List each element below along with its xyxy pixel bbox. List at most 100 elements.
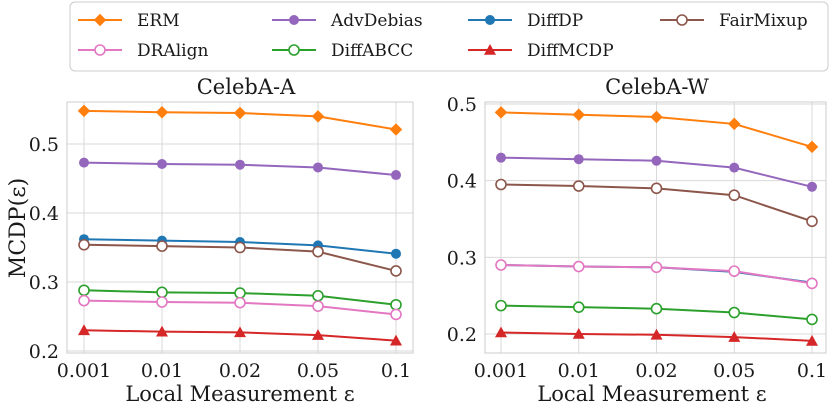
data-point [155,106,169,119]
data-point [156,296,168,308]
data-point [573,154,584,165]
data-point [806,277,818,290]
data-point [78,294,90,307]
data-point [807,181,817,192]
data-point [650,182,663,195]
data-point [157,159,167,170]
data-point [806,215,818,228]
legend-label: FairMixup [719,11,808,31]
panel-title: CelebA-A [197,75,296,99]
series-erm [494,106,819,154]
legend-marker [485,15,495,25]
data-point [312,289,324,302]
data-point [390,308,402,321]
x-tick-label: 0.02 [219,360,261,382]
data-point [78,238,90,251]
legend-entry-advdebias: AdvDebias [272,11,423,31]
legend-entry-diffabcc: DiffABCC [272,41,413,61]
series-advdebias [496,152,817,192]
data-point [572,108,585,121]
legend-label: DiffABCC [331,41,413,61]
x-tick-label: 0.05 [297,360,339,382]
data-point [234,287,246,299]
plot-frame [66,101,414,354]
data-point [313,162,323,173]
series-diffmcdp [78,324,402,346]
data-point [494,106,508,119]
data-point [495,326,507,338]
y-tick-label: 0.5 [447,94,477,116]
x-tick-label: 0.01 [141,360,183,382]
data-point [391,248,401,259]
legend-entry-erm: ERM [78,11,180,31]
x-tick-label: 0.1 [381,360,411,382]
data-point [729,162,740,173]
legend-marker [93,13,107,27]
data-point [728,306,741,319]
data-point [79,157,89,168]
legend: ERM AdvDebias DiffDP FairMixup DRAlign DiffAB… [69,1,829,72]
y-tick-label: 0.3 [447,247,477,269]
data-point [235,159,245,170]
y-axis-label: MCDP(ε) [6,178,31,278]
y-tick-label: 0.4 [447,171,477,193]
panel-celeba-w: CelebA-W 0.001 0.01 0.02 0.05 0.1 0.2 0.3 0.4 0.… [447,75,827,406]
y-tick-label: 0.4 [29,203,59,225]
data-point [728,189,741,202]
data-point [806,313,818,326]
data-point [312,300,324,312]
data-point [495,299,507,312]
data-point [650,261,663,274]
data-point [389,123,403,136]
x-tick-label: 0.001 [474,360,528,382]
legend-frame [69,1,829,72]
series-diffabcc [495,299,818,326]
legend-marker [676,14,688,26]
series-dralign [495,259,818,290]
data-point [234,326,246,338]
legend-label: ERM [137,11,180,31]
series-fairmixup [78,238,402,277]
series-dralign [78,294,402,321]
x-tick-label: 0.05 [713,360,755,382]
series-advdebias [79,157,401,181]
data-point [312,245,324,258]
data-point [728,265,741,277]
x-axis-label: Local Measurement ε [537,382,766,406]
data-point [78,284,90,297]
legend-label: AdvDebias [330,11,423,31]
series-diffmcdp [495,326,818,346]
data-point [77,104,91,118]
data-point [390,298,402,311]
data-point [495,178,507,191]
panel-title: CelebA-W [605,75,709,99]
data-point [234,241,246,254]
data-point [728,117,741,131]
data-point [234,296,246,309]
data-point [156,325,168,337]
data-point [728,331,741,342]
data-point [390,334,402,346]
data-point [496,152,506,163]
legend-label: DiffDP [527,11,583,31]
legend-label: DiffMCDP [527,41,614,61]
data-point [650,328,663,340]
panel-celeba-a: CelebA-A 0.001 0.01 0.02 0.05 0.1 0.2 0.3 0.4 0.… [6,75,414,406]
data-point [650,302,663,315]
legend-marker [484,44,496,55]
data-point [156,240,168,252]
y-tick-label: 0.2 [447,324,477,346]
x-axis-label: Local Measurement ε [125,382,354,406]
data-point [650,110,663,124]
data-point [156,286,168,299]
legend-entry-diffdp: DiffDP [468,11,583,31]
legend-entry-diffmcdp: DiffMCDP [468,41,614,61]
data-point [495,259,507,271]
x-tick-label: 0.02 [635,360,677,382]
data-point [78,324,90,336]
data-point [311,110,325,123]
data-point [391,170,401,181]
data-point [233,106,247,120]
data-point [572,328,585,339]
